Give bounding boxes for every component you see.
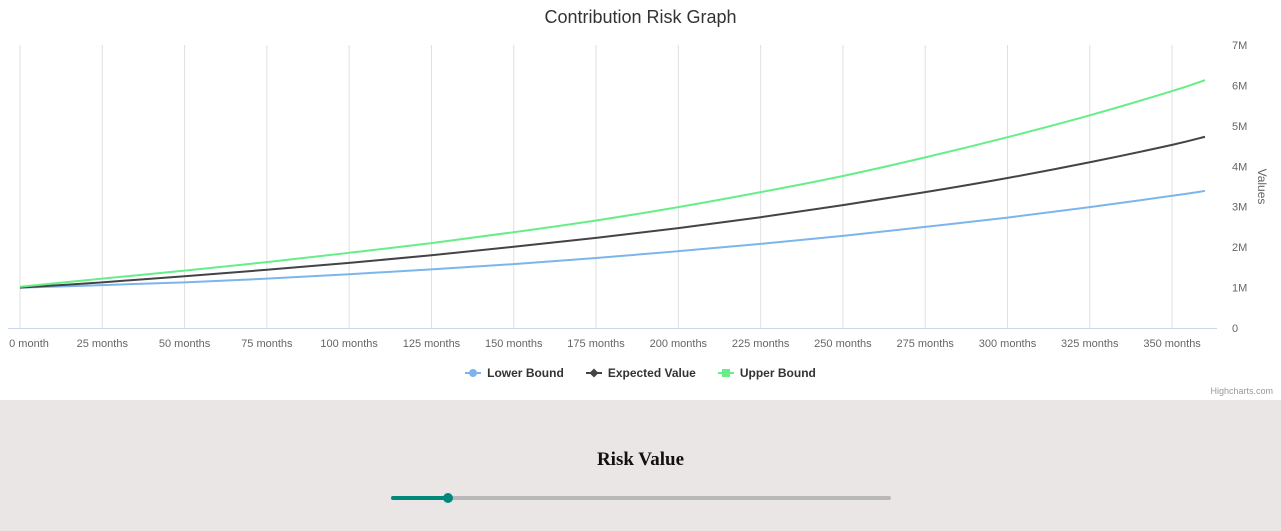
x-tick-label: 175 months [567,338,625,350]
x-tick-label: 0 month [9,338,49,350]
chart-container: 0 month 25 months 50 months 75 months 100 mo… [0,7,1281,396]
x-tick-label: 350 months [1143,338,1201,350]
x-tick-label: 25 months [77,338,129,350]
x-tick-label: 125 months [403,338,461,350]
y-tick-label: 6M [1232,80,1247,92]
chart-plot: 0 month 25 months 50 months 75 months 100 mo… [8,40,1269,350]
chart-title: Contribution Risk Graph [544,7,737,27]
upper-bound-line [19,79,1206,288]
y-tick-label: 0 [1232,323,1238,335]
risk-slider-fill [391,496,448,500]
legend-item-upper-bound[interactable]: Upper Bound [717,366,816,380]
lower-bound-legend-icon [465,367,482,379]
x-tick-label: 150 months [485,338,543,350]
legend-item-expected-value[interactable]: Expected Value [585,366,696,380]
y-tick-label: 1M [1232,283,1247,295]
expected-value-legend-icon [585,367,602,379]
legend-label-lower-bound: Lower Bound [487,366,564,380]
upper-bound-legend-icon [717,367,734,379]
x-tick-label: 100 months [320,338,378,350]
legend-item-lower-bound[interactable]: Lower Bound [465,366,564,380]
expected-value-line [19,135,1206,289]
risk-panel: Risk Value [0,400,1281,531]
y-tick-label: 7M [1232,40,1247,52]
x-tick-label: 225 months [732,338,790,350]
credits-link[interactable]: Highcharts.com [1210,386,1273,396]
lower-bound-line [19,189,1206,289]
x-tick-label: 75 months [241,338,293,350]
risk-slider-thumb[interactable] [442,493,453,503]
legend-label-expected-value: Expected Value [607,366,696,380]
y-tick-label: 3M [1232,202,1247,214]
legend-label-upper-bound: Upper Bound [739,366,816,380]
risk-slider-track[interactable] [391,493,891,503]
y-tick-label: 2M [1232,242,1247,254]
x-tick-label: 275 months [896,338,954,350]
x-tick-label: 200 months [650,338,708,350]
y-tick-label: 5M [1232,121,1247,133]
x-tick-label: 300 months [979,338,1037,350]
chart-legend: Lower Bound Expected Value Upper Bound [0,366,1281,380]
risk-value-title: Risk Value [596,449,685,470]
y-tick-label: 4M [1232,161,1247,173]
x-tick-label: 250 months [814,338,872,350]
x-tick-label: 325 months [1061,338,1119,350]
y-axis-title: Values [1255,169,1269,205]
x-tick-label: 50 months [159,338,211,350]
